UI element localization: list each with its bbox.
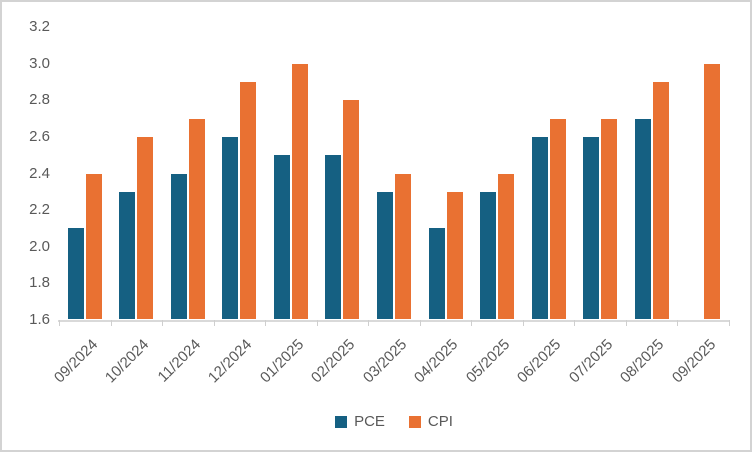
y-axis-label: 3.2 xyxy=(29,18,50,35)
x-axis-tick xyxy=(729,320,730,326)
x-axis-tick xyxy=(523,320,524,326)
bar-pce-08-2025 xyxy=(634,118,651,319)
x-axis-tick xyxy=(111,320,112,326)
x-axis-tick xyxy=(59,320,60,326)
bar-pce-03-2025 xyxy=(377,191,393,319)
bar-pce-11-2024 xyxy=(170,173,187,319)
bar-pce-02-2025 xyxy=(325,155,342,319)
bar-pce-07-2025 xyxy=(583,136,600,319)
y-axis-label: 2.4 xyxy=(29,164,50,182)
x-axis-line xyxy=(58,320,730,322)
legend-label-cpi: CPI xyxy=(427,413,453,430)
x-axis-tick xyxy=(317,320,318,326)
bar-cpi-01-2025 xyxy=(291,63,308,319)
x-axis-label: 12/2024 xyxy=(205,336,256,387)
y-axis-label: 2.0 xyxy=(29,237,50,255)
x-axis-tick xyxy=(368,320,369,326)
bar-cpi-12-2024 xyxy=(240,81,257,319)
bar-cpi-08-2025 xyxy=(652,81,669,319)
bar-pce-12-2024 xyxy=(222,136,239,319)
legend-swatch-cpi xyxy=(408,415,421,428)
legend-item-cpi: CPI xyxy=(408,413,453,430)
x-axis-label: 05/2025 xyxy=(462,336,514,387)
bar-pce-06-2025 xyxy=(531,136,548,319)
x-axis-tick xyxy=(574,320,575,326)
x-axis-label: 06/2025 xyxy=(514,336,565,387)
x-axis-tick xyxy=(626,320,627,326)
x-axis-tick xyxy=(265,320,266,326)
bar-cpi-04-2025 xyxy=(446,191,463,319)
y-axis-label: 3.0 xyxy=(29,54,50,72)
bar-cpi-10-2024 xyxy=(137,136,154,319)
bar-pce-10-2024 xyxy=(119,191,136,319)
x-axis-tick xyxy=(214,320,215,326)
x-axis-label: 10/2024 xyxy=(101,336,153,387)
bar-pce-04-2025 xyxy=(428,228,445,319)
x-axis-label: 09/2024 xyxy=(50,336,101,387)
y-axis-label: 1.6 xyxy=(29,311,50,328)
x-axis-tick xyxy=(420,320,421,326)
y-axis-label: 2.6 xyxy=(29,127,50,145)
x-axis-label: 07/2025 xyxy=(565,336,617,387)
y-axis-label: 1.8 xyxy=(29,274,50,292)
x-axis-tick xyxy=(162,320,163,326)
x-axis-label: 01/2025 xyxy=(256,336,307,387)
bar-cpi-02-2025 xyxy=(343,100,360,319)
bar-pce-09-2024 xyxy=(67,228,84,319)
x-axis-label: 03/2025 xyxy=(359,336,411,387)
bar-cpi-06-2025 xyxy=(549,118,566,319)
legend-swatch-pce xyxy=(335,415,348,428)
bar-cpi-11-2024 xyxy=(188,118,205,319)
x-axis-label: 04/2025 xyxy=(411,336,462,387)
legend-label-pce: PCE xyxy=(354,413,385,430)
x-axis-tick xyxy=(677,320,678,326)
bar-cpi-03-2025 xyxy=(395,173,411,319)
legend-item-pce: PCE xyxy=(335,413,385,430)
x-axis-tick xyxy=(471,320,472,326)
x-axis-label: 08/2025 xyxy=(617,336,668,387)
bar-cpi-07-2025 xyxy=(601,118,618,319)
bar-cpi-09-2024 xyxy=(85,173,102,319)
bar-cpi-09-2025 xyxy=(704,63,721,319)
y-axis-label: 2.8 xyxy=(29,91,50,109)
bar-cpi-05-2025 xyxy=(498,173,515,319)
bar-pce-01-2025 xyxy=(273,155,290,319)
x-axis-label: 02/2025 xyxy=(308,336,359,387)
x-axis-label: 11/2024 xyxy=(154,336,204,386)
bar-pce-05-2025 xyxy=(480,191,497,319)
x-axis-label: 09/2025 xyxy=(668,336,720,387)
chart-legend: PCE CPI xyxy=(59,413,729,430)
y-axis-label: 2.2 xyxy=(29,201,50,219)
